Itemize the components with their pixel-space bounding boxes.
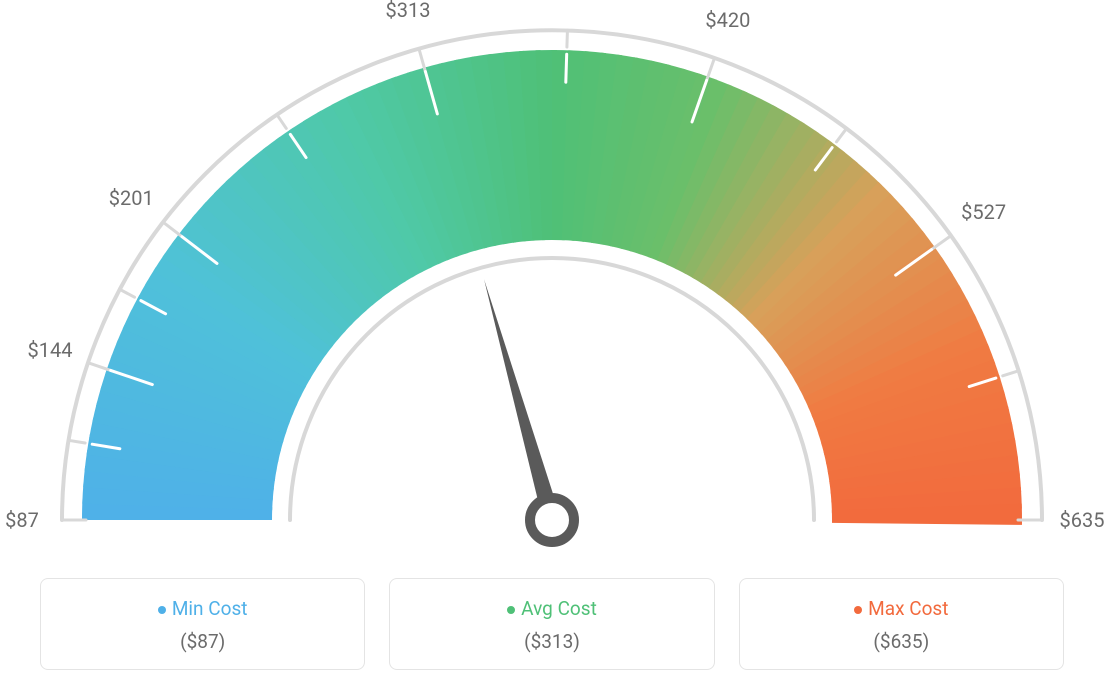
dot-icon [854, 606, 862, 614]
gauge-tick-label: $527 [961, 200, 1006, 224]
gauge-tick-label: $635 [1060, 508, 1104, 532]
gauge-tick-label: $420 [705, 8, 750, 32]
legend-value-avg: ($313) [400, 630, 703, 653]
legend-title-text: Max Cost [868, 597, 948, 620]
legend-title-text: Min Cost [172, 597, 248, 620]
gauge-tick-label: $87 [5, 508, 39, 532]
legend-value-min: ($87) [51, 630, 354, 653]
legend-title-text: Avg Cost [521, 597, 597, 620]
legend-title-max: Max Cost [750, 597, 1053, 620]
dot-icon [158, 606, 166, 614]
gauge-chart: $87 $144 $201 $313 $420 $527 $635 [0, 0, 1104, 560]
legend-card-avg: Avg Cost ($313) [389, 578, 714, 670]
gauge-svg [0, 0, 1104, 560]
legend-value-max: ($635) [750, 630, 1053, 653]
dot-icon [507, 606, 515, 614]
legend-card-min: Min Cost ($87) [40, 578, 365, 670]
legend-row: Min Cost ($87) Avg Cost ($313) Max Cost … [0, 578, 1104, 670]
gauge-tick-label: $201 [109, 186, 154, 210]
gauge-tick-label: $313 [386, 0, 431, 22]
legend-card-max: Max Cost ($635) [739, 578, 1064, 670]
gauge-tick-label: $144 [28, 338, 73, 362]
legend-title-min: Min Cost [51, 597, 354, 620]
legend-title-avg: Avg Cost [400, 597, 703, 620]
